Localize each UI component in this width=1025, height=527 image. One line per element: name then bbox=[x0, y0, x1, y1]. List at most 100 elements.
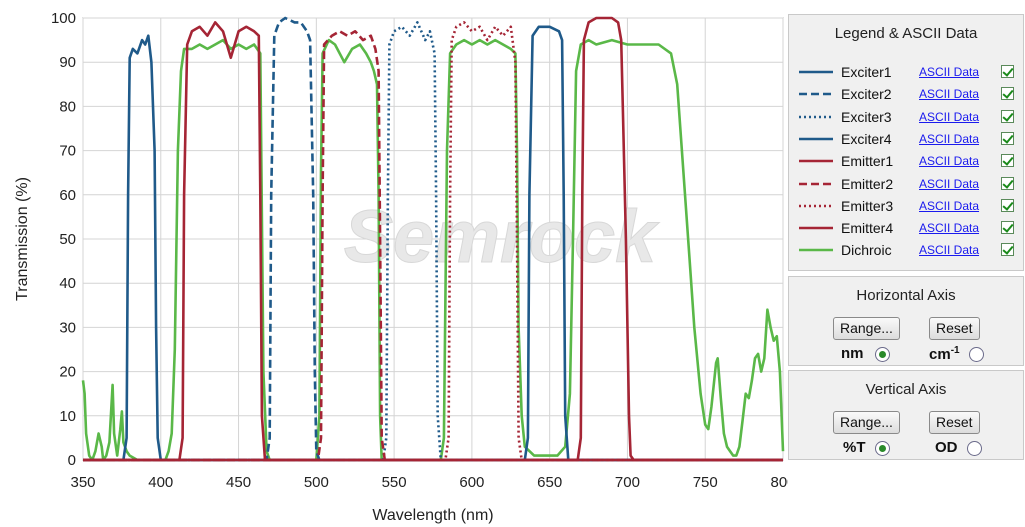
legend-item-dichroic: Dichroic ASCII Data bbox=[789, 240, 1025, 262]
y-tick-label: 100 bbox=[51, 10, 76, 27]
x-tick-label: 650 bbox=[537, 474, 562, 491]
legend-swatch bbox=[799, 137, 833, 141]
x-tick-label: 450 bbox=[226, 474, 251, 491]
legend-swatch bbox=[799, 70, 833, 74]
wavenumber-unit-base: cm bbox=[929, 346, 951, 363]
x-tick-label: 600 bbox=[459, 474, 484, 491]
series-visibility-checkbox[interactable] bbox=[1001, 87, 1014, 101]
y-axis-label: Transmission (%) bbox=[14, 177, 31, 301]
series-line-emitter2 bbox=[83, 30, 783, 462]
legend-label: Exciter1 bbox=[841, 64, 892, 80]
legend-swatch bbox=[799, 92, 833, 96]
y-tick-label: 30 bbox=[59, 319, 76, 336]
legend-item-emitter3: Emitter3 ASCII Data bbox=[789, 196, 1025, 218]
legend-item-emitter2: Emitter2 ASCII Data bbox=[789, 174, 1025, 196]
watermark-text: Semrock bbox=[344, 195, 660, 278]
nm-radio[interactable] bbox=[875, 347, 890, 362]
series-line-emitter1 bbox=[83, 21, 783, 462]
series-line-emitter4 bbox=[83, 16, 783, 462]
legend-label: Emitter3 bbox=[841, 197, 894, 214]
y-tick-label: 60 bbox=[59, 187, 76, 204]
x-tick-label: 350 bbox=[70, 474, 95, 491]
series-visibility-checkbox[interactable] bbox=[1001, 221, 1014, 235]
ascii-data-link[interactable]: ASCII Data bbox=[919, 243, 980, 258]
od-radio-label: OD bbox=[935, 439, 958, 456]
legend-item-emitter4: Emitter4 ASCII Data bbox=[789, 218, 1025, 240]
legend-label: Exciter4 bbox=[841, 130, 892, 147]
legend-panel: Legend & ASCII Data Exciter1 ASCII Data Ex… bbox=[788, 14, 1024, 271]
legend-swatch bbox=[799, 226, 833, 230]
nm-radio-label: nm bbox=[841, 345, 864, 362]
ascii-data-link[interactable]: ASCII Data bbox=[919, 131, 980, 146]
series-visibility-checkbox[interactable] bbox=[1001, 176, 1014, 190]
legend-label: Dichroic bbox=[841, 242, 892, 259]
transmission-radio-label: %T bbox=[843, 439, 866, 456]
ascii-data-link[interactable]: ASCII Data bbox=[919, 87, 980, 102]
series-visibility-checkbox[interactable] bbox=[1001, 131, 1014, 145]
legend-item-exciter3: Exciter3 ASCII Data bbox=[789, 107, 1025, 129]
ascii-data-link[interactable]: ASCII Data bbox=[919, 198, 980, 213]
legend-swatch bbox=[799, 115, 833, 118]
series-line-exciter1 bbox=[83, 34, 783, 462]
x-tick-label: 400 bbox=[148, 474, 173, 491]
legend-item-exciter4: Exciter4 ASCII Data bbox=[789, 129, 1025, 151]
y-tick-label: 40 bbox=[59, 275, 76, 292]
legend-panel-title: Legend & ASCII Data bbox=[834, 25, 978, 42]
legend-swatch bbox=[799, 204, 833, 208]
od-radio[interactable] bbox=[967, 441, 982, 456]
legend-swatch bbox=[799, 159, 833, 163]
series-line-emitter3 bbox=[83, 21, 783, 462]
transmission-radio[interactable] bbox=[875, 441, 890, 456]
series-line-exciter2 bbox=[83, 16, 783, 462]
y-tick-label: 50 bbox=[59, 231, 76, 248]
ascii-data-link[interactable]: ASCII Data bbox=[919, 221, 980, 236]
x-tick-label: 500 bbox=[304, 474, 329, 491]
y-tick-label: 80 bbox=[59, 98, 76, 115]
horizontal-axis-panel: Horizontal Axis Range... Reset nm cm-1 bbox=[788, 276, 1024, 366]
legend-swatch bbox=[799, 182, 833, 185]
legend-item-emitter1: Emitter1 ASCII Data bbox=[789, 151, 1025, 173]
y-tick-label: 10 bbox=[59, 408, 76, 425]
legend-label: Exciter3 bbox=[841, 108, 892, 125]
y-tick-label: 90 bbox=[59, 54, 76, 71]
series-line-exciter4 bbox=[83, 25, 783, 462]
series-visibility-checkbox[interactable] bbox=[1001, 198, 1014, 212]
x-axis-label: Wavelength (nm) bbox=[372, 507, 493, 524]
y-tick-label: 20 bbox=[59, 364, 76, 381]
x-tick-label: 750 bbox=[693, 474, 718, 491]
legend-item-exciter2: Exciter2 ASCII Data bbox=[789, 84, 1025, 106]
horizontal-range-button[interactable]: Range... bbox=[833, 317, 900, 340]
x-tick-label: 550 bbox=[382, 474, 407, 491]
x-tick-labels: 350 400 450 500 550 600 650 700 750 800 bbox=[70, 474, 788, 491]
legend-item-exciter1: Exciter1 ASCII Data bbox=[789, 62, 1025, 84]
series-lines bbox=[81, 16, 785, 462]
series-visibility-checkbox[interactable] bbox=[1001, 65, 1014, 78]
series-visibility-checkbox[interactable] bbox=[1001, 109, 1014, 123]
vertical-axis-panel: Vertical Axis Range... Reset %T OD bbox=[788, 370, 1024, 460]
y-tick-label: 0 bbox=[68, 452, 76, 469]
y-tick-label: 70 bbox=[59, 143, 76, 160]
ascii-data-link[interactable]: ASCII Data bbox=[919, 109, 980, 124]
wavenumber-radio-label: cm-1 bbox=[929, 345, 960, 363]
series-visibility-checkbox[interactable] bbox=[1001, 154, 1014, 168]
legend-label: Emitter2 bbox=[841, 175, 894, 192]
vertical-range-button[interactable]: Range... bbox=[833, 411, 900, 434]
vertical-axis-title: Vertical Axis bbox=[865, 381, 947, 398]
horizontal-reset-button[interactable]: Reset bbox=[929, 317, 980, 340]
legend-label: Exciter2 bbox=[841, 86, 892, 103]
ascii-data-link[interactable]: ASCII Data bbox=[919, 65, 980, 79]
y-tick-labels: 0 10 20 30 40 50 60 70 80 90 100 bbox=[51, 10, 76, 469]
wavenumber-radio[interactable] bbox=[969, 347, 984, 362]
legend-label: Emitter4 bbox=[841, 220, 894, 237]
vertical-reset-button[interactable]: Reset bbox=[929, 411, 980, 434]
x-tick-label: 800 bbox=[770, 474, 788, 491]
legend-label: Emitter1 bbox=[841, 153, 894, 170]
horizontal-axis-title: Horizontal Axis bbox=[856, 287, 956, 304]
ascii-data-link[interactable]: ASCII Data bbox=[919, 176, 980, 191]
x-tick-label: 700 bbox=[615, 474, 640, 491]
wavenumber-unit-sup: -1 bbox=[950, 345, 960, 356]
series-visibility-checkbox[interactable] bbox=[1001, 243, 1014, 257]
ascii-data-link[interactable]: ASCII Data bbox=[919, 154, 980, 169]
legend-swatch bbox=[799, 249, 833, 252]
